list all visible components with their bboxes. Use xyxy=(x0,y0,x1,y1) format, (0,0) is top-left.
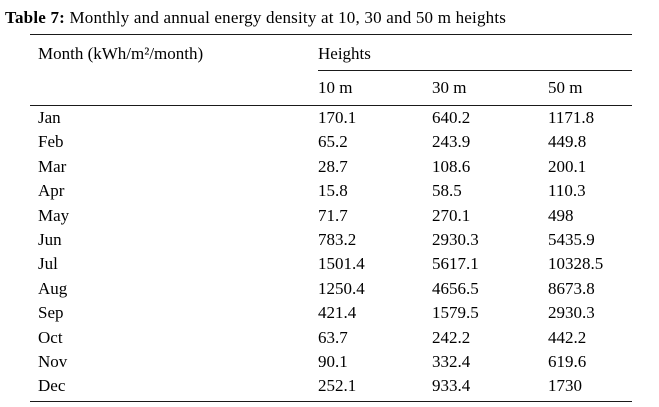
table-row: Sep 421.4 1579.5 2930.3 xyxy=(30,301,632,325)
value-cell-10m: 90.1 xyxy=(318,351,348,371)
table-row: Feb 65.2 243.9 449.8 xyxy=(30,130,632,154)
month-cell: Aug xyxy=(38,278,68,298)
table-row: Apr 15.8 58.5 110.3 xyxy=(30,179,632,203)
value-cell-30m: 5617.1 xyxy=(432,254,479,274)
value-cell-50m: 110.3 xyxy=(548,181,586,201)
month-cell: Jul xyxy=(38,254,58,274)
month-cell: Oct xyxy=(38,327,63,347)
table-header-row: Month (kWh/m²/month) Heights xyxy=(30,35,632,71)
month-cell: Feb xyxy=(38,132,64,152)
table-row: Nov 90.1 332.4 619.6 xyxy=(30,350,632,374)
month-cell: Dec xyxy=(38,376,66,396)
subheader-50m: 50 m xyxy=(548,78,583,97)
value-cell-10m: 783.2 xyxy=(318,229,357,249)
heights-group-label: Heights xyxy=(318,44,371,63)
value-cell-30m: 2930.3 xyxy=(432,229,479,249)
value-cell-10m: 65.2 xyxy=(318,132,348,152)
value-cell-50m: 10328.5 xyxy=(548,254,604,274)
month-cell: Nov xyxy=(38,351,68,371)
value-cell-50m: 8673.8 xyxy=(548,278,595,298)
energy-density-table: Month (kWh/m²/month) Heights 10 m 30 m 5… xyxy=(30,34,632,402)
value-cell-50m: 1171.8 xyxy=(548,108,595,127)
heights-group-header: Heights xyxy=(318,44,632,71)
table-row: Jan 170.1 640.2 1171.8 xyxy=(30,106,632,130)
value-cell-30m: 242.2 xyxy=(432,327,471,347)
value-cell-50m: 442.2 xyxy=(548,327,587,347)
table-caption: Table 7: Monthly and annual energy densi… xyxy=(0,0,659,34)
value-cell-10m: 28.7 xyxy=(318,156,348,176)
table-subheader-row: 10 m 30 m 50 m xyxy=(30,71,632,105)
table-row: Dec 252.1 933.4 1730 xyxy=(30,374,632,398)
subheader-30m: 30 m xyxy=(432,78,467,97)
value-cell-30m: 1579.5 xyxy=(432,303,479,323)
month-cell: Mar xyxy=(38,156,67,176)
value-cell-10m: 1501.4 xyxy=(318,254,365,274)
month-cell: May xyxy=(38,205,70,225)
table-row: Oct 63.7 242.2 442.2 xyxy=(30,326,632,350)
table-row: Mar 28.7 108.6 200.1 xyxy=(30,155,632,179)
value-cell-30m: 332.4 xyxy=(432,351,471,371)
value-cell-50m: 200.1 xyxy=(548,156,587,176)
month-cell: Jan xyxy=(38,108,61,127)
top-rule xyxy=(30,34,632,35)
value-cell-30m: 933.4 xyxy=(432,376,471,396)
subheader-10m: 10 m xyxy=(318,78,353,97)
value-cell-30m: 58.5 xyxy=(432,181,462,201)
value-cell-10m: 71.7 xyxy=(318,205,348,225)
value-cell-30m: 243.9 xyxy=(432,132,471,152)
value-cell-50m: 2930.3 xyxy=(548,303,595,323)
value-cell-30m: 108.6 xyxy=(432,156,471,176)
value-cell-50m: 5435.9 xyxy=(548,229,595,249)
bottom-rule xyxy=(30,400,632,402)
value-cell-30m: 640.2 xyxy=(432,108,471,127)
value-cell-50m: 449.8 xyxy=(548,132,587,152)
table-row: May 71.7 270.1 498 xyxy=(30,204,632,228)
value-cell-30m: 4656.5 xyxy=(432,278,479,298)
value-cell-50m: 619.6 xyxy=(548,351,587,371)
table-caption-text: Monthly and annual energy density at 10,… xyxy=(65,8,507,27)
value-cell-10m: 15.8 xyxy=(318,181,348,201)
table-caption-label: Table 7: xyxy=(5,8,66,27)
month-cell: Jun xyxy=(38,229,62,249)
value-cell-50m: 498 xyxy=(548,205,574,225)
value-cell-10m: 1250.4 xyxy=(318,278,365,298)
value-cell-50m: 1730 xyxy=(548,376,582,396)
table-body: Jan 170.1 640.2 1171.8 Feb 65.2 243.9 44… xyxy=(30,106,632,399)
month-cell: Sep xyxy=(38,303,64,323)
table-row: Aug 1250.4 4656.5 8673.8 xyxy=(30,277,632,301)
month-column-header: Month (kWh/m²/month) xyxy=(38,44,204,63)
value-cell-10m: 252.1 xyxy=(318,376,357,396)
value-cell-10m: 421.4 xyxy=(318,303,357,323)
value-cell-10m: 63.7 xyxy=(318,327,348,347)
value-cell-30m: 270.1 xyxy=(432,205,471,225)
header-rule xyxy=(30,105,632,106)
value-cell-10m: 170.1 xyxy=(318,108,357,127)
table-row: Jul 1501.4 5617.1 10328.5 xyxy=(30,252,632,276)
month-cell: Apr xyxy=(38,181,65,201)
table-row: Jun 783.2 2930.3 5435.9 xyxy=(30,228,632,252)
